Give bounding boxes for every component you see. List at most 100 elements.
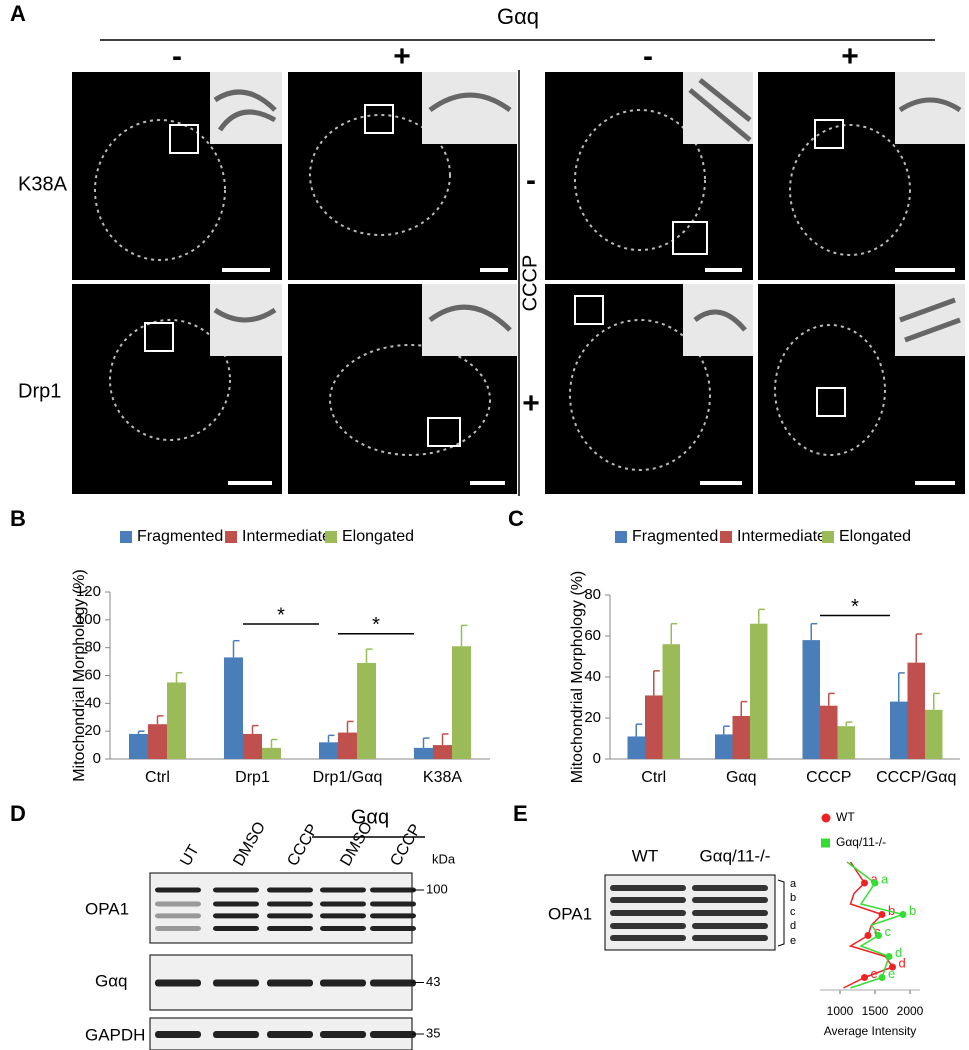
band bbox=[610, 897, 686, 903]
profile-point bbox=[878, 974, 886, 981]
panel-label: E bbox=[513, 801, 528, 826]
error-bar bbox=[845, 721, 853, 727]
bar bbox=[224, 657, 243, 759]
significance-label: * bbox=[851, 596, 859, 618]
profile-point bbox=[885, 953, 893, 960]
point-label: b bbox=[888, 903, 895, 918]
error-bar bbox=[810, 622, 818, 641]
marker-label: 35 bbox=[426, 1025, 440, 1040]
band bbox=[267, 913, 313, 919]
legend-label: Intermediate bbox=[737, 528, 826, 545]
lane-label: CCCP bbox=[387, 821, 424, 869]
error-bar bbox=[723, 725, 730, 735]
bar bbox=[414, 747, 433, 759]
bar bbox=[750, 623, 768, 759]
profile-point bbox=[861, 879, 868, 887]
x-tick-label: Ctrl bbox=[145, 769, 170, 786]
band bbox=[267, 1031, 313, 1038]
band bbox=[370, 926, 416, 931]
group-label: Gαq bbox=[351, 806, 389, 828]
legend-swatch bbox=[120, 531, 132, 543]
panel-label: A bbox=[10, 1, 26, 26]
y-tick-label: 80 bbox=[84, 639, 101, 656]
micrographs bbox=[72, 39, 965, 496]
band bbox=[370, 913, 416, 919]
bar bbox=[243, 733, 262, 759]
legend-label: Elongated bbox=[342, 528, 414, 545]
treatment-sign: - bbox=[526, 164, 536, 197]
band bbox=[320, 979, 366, 987]
y-tick-label: 80 bbox=[584, 586, 601, 603]
error-bar bbox=[915, 633, 923, 663]
y-tick-label: 0 bbox=[593, 750, 601, 767]
blot-label: OPA1 bbox=[548, 904, 592, 923]
error-bar bbox=[898, 672, 905, 702]
profile-point bbox=[871, 879, 879, 887]
bar bbox=[319, 742, 338, 759]
unit-label: kDa bbox=[432, 851, 456, 866]
band bbox=[692, 935, 768, 941]
group-title: Gαq bbox=[497, 4, 539, 29]
band bbox=[267, 979, 313, 987]
band bbox=[155, 1031, 201, 1038]
bar bbox=[732, 715, 750, 759]
column-sign: - bbox=[172, 40, 182, 73]
point-label: e bbox=[871, 966, 878, 981]
band bbox=[155, 979, 201, 987]
significance-label: * bbox=[372, 614, 380, 636]
y-axis-title: Mitochondrial Morphology (%) bbox=[71, 569, 88, 782]
band bbox=[320, 1031, 366, 1038]
point-label: d bbox=[899, 955, 906, 970]
band bbox=[692, 910, 768, 916]
band-label: a bbox=[790, 878, 797, 890]
band-label: c bbox=[790, 906, 796, 918]
x-tick-label: Drp1/Gαq bbox=[313, 769, 383, 786]
legend-swatch bbox=[822, 531, 834, 543]
point-label: d bbox=[895, 945, 902, 960]
x-tick-label: K38A bbox=[423, 769, 462, 786]
legend-label: Gαq/11-/- bbox=[836, 835, 886, 849]
point-label: a bbox=[871, 871, 879, 886]
bar bbox=[357, 662, 376, 759]
bar bbox=[452, 646, 471, 759]
band bbox=[213, 913, 259, 919]
bar bbox=[645, 695, 663, 759]
band bbox=[370, 887, 416, 893]
band bbox=[610, 910, 686, 916]
error-bar bbox=[327, 734, 335, 743]
treatment-label: CCCP bbox=[519, 255, 541, 312]
error-bar bbox=[365, 648, 373, 663]
band bbox=[213, 926, 259, 931]
error-bar bbox=[758, 608, 765, 624]
legend-label: WT bbox=[836, 810, 855, 824]
legend-marker bbox=[821, 813, 831, 823]
x-tick-label: CCCP/Gαq bbox=[876, 769, 956, 786]
profile-point bbox=[899, 911, 907, 918]
blot-label: Gαq bbox=[95, 971, 128, 990]
band bbox=[267, 901, 313, 907]
profile-point bbox=[861, 974, 868, 981]
column-sign: - bbox=[643, 40, 653, 73]
band bbox=[267, 887, 313, 893]
point-label: e bbox=[888, 966, 895, 981]
band bbox=[267, 926, 313, 931]
error-bar bbox=[460, 624, 468, 647]
bar bbox=[837, 726, 855, 759]
x-tick-label: 1500 bbox=[862, 1004, 889, 1018]
legend-label: Intermediate bbox=[242, 528, 331, 545]
legend-swatch bbox=[615, 531, 627, 543]
error-bar bbox=[232, 639, 240, 658]
bar bbox=[148, 724, 167, 759]
legend-label: Fragmented bbox=[137, 528, 223, 545]
error-bar bbox=[175, 671, 183, 683]
bar bbox=[925, 709, 943, 759]
bracket bbox=[777, 879, 785, 947]
y-axis-title: Mitochondrial Morphology (%) bbox=[569, 571, 586, 784]
profile-point bbox=[878, 911, 886, 918]
band bbox=[320, 887, 366, 893]
blot-label: GAPDH bbox=[85, 1025, 145, 1044]
band bbox=[320, 901, 366, 907]
x-tick-label: 1000 bbox=[827, 1004, 854, 1018]
y-tick-label: 60 bbox=[584, 627, 601, 644]
bar bbox=[662, 644, 680, 759]
